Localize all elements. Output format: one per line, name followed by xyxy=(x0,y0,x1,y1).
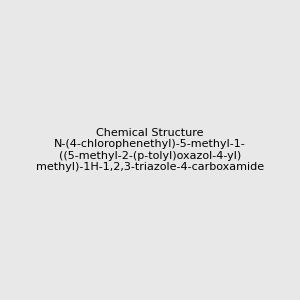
Text: Chemical Structure
N-(4-chlorophenethyl)-5-methyl-1-
((5-methyl-2-(p-tolyl)oxazo: Chemical Structure N-(4-chlorophenethyl)… xyxy=(36,128,264,172)
